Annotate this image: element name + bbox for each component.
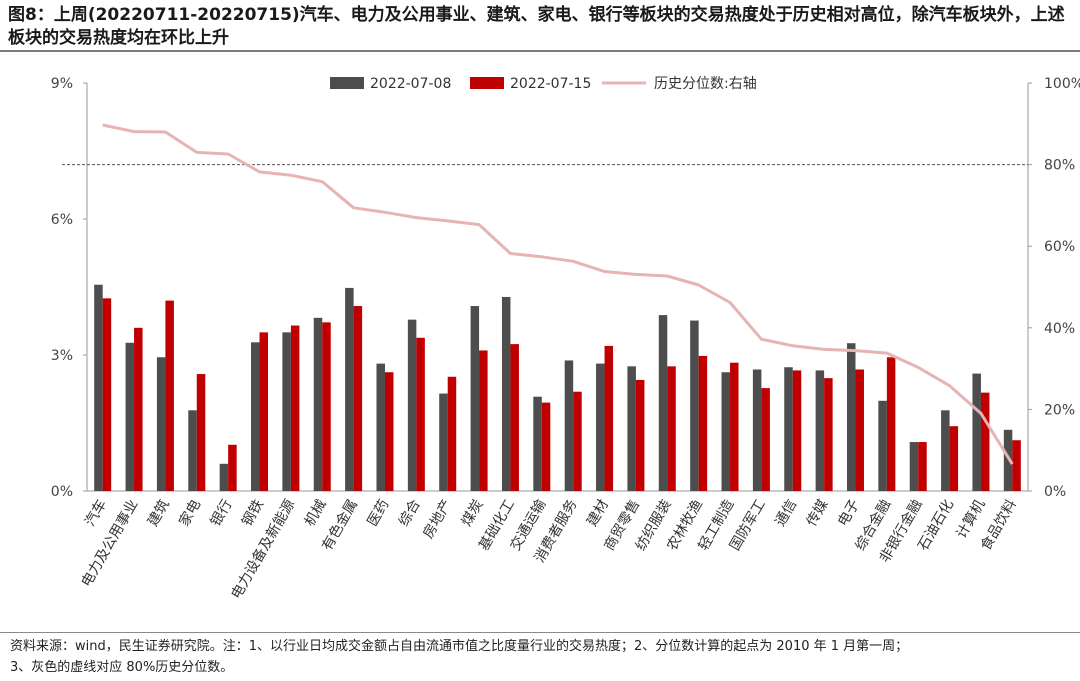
bar-2022-07-15 [447, 376, 457, 491]
footer-divider [0, 632, 1080, 633]
x-axis-category-label: 建筑 [145, 497, 173, 529]
bar-2022-07-08 [690, 320, 699, 491]
x-axis-category-label: 通信 [772, 497, 800, 529]
right-axis-tick-label: 0% [1044, 484, 1066, 500]
bar-2022-07-08 [752, 369, 762, 491]
bar-2022-07-15 [134, 327, 143, 491]
right-axis-tick-label: 60% [1044, 239, 1075, 255]
bar-2022-07-08 [439, 393, 448, 491]
bar-2022-07-15 [353, 306, 363, 491]
x-axis-category-label: 房地产 [420, 497, 455, 541]
source-note-line-1: 资料来源：wind，民生证券研究院。注：1、以行业日均成交金额占自由流通市值之比… [10, 639, 909, 654]
bar-2022-07-08 [282, 332, 291, 491]
bar-2022-07-15 [228, 444, 237, 491]
bar-2022-07-08 [188, 410, 197, 491]
bar-2022-07-15 [949, 426, 959, 491]
bar-2022-07-15 [290, 325, 300, 491]
right-axis-tick-label: 80% [1044, 158, 1075, 174]
bar-2022-07-15 [196, 374, 206, 491]
bar-2022-07-08 [313, 317, 323, 491]
legend-swatch [330, 77, 364, 89]
bar-2022-07-15 [604, 345, 614, 491]
bar-2022-07-08 [533, 396, 542, 491]
left-axis-tick-label: 9% [51, 76, 73, 92]
bar-2022-07-15 [792, 370, 802, 491]
source-note: 资料来源：wind，民生证券研究院。注：1、以行业日均成交金额占自由流通市值之比… [10, 636, 1075, 678]
bar-2022-07-08 [815, 370, 825, 491]
bar-2022-07-15 [1012, 440, 1021, 491]
bar-2022-07-08 [721, 372, 731, 491]
bar-2022-07-15 [824, 378, 833, 491]
bar-2022-07-15 [384, 372, 394, 491]
left-axis-tick-label: 6% [51, 212, 73, 228]
bar-2022-07-15 [259, 332, 269, 491]
x-axis-category-label: 传媒 [804, 497, 832, 529]
x-axis-category-label: 银行 [208, 497, 236, 529]
legend-swatch [470, 77, 504, 89]
right-axis-tick-label: 100% [1044, 76, 1080, 92]
x-axis-category-label: 钢铁 [239, 497, 267, 529]
x-axis-category-label: 电力设备及新能源 [228, 497, 299, 602]
bar-2022-07-15 [667, 366, 676, 491]
bar-2022-07-08 [909, 442, 919, 491]
bar-2022-07-08 [564, 360, 574, 491]
title-divider [0, 50, 1080, 52]
bar-2022-07-08 [972, 373, 981, 491]
bar-2022-07-08 [94, 284, 103, 491]
x-axis-category-label: 建材 [584, 497, 612, 529]
bar-2022-07-15 [510, 344, 519, 491]
bar-2022-07-08 [627, 366, 636, 491]
bar-2022-07-15 [165, 300, 174, 491]
bar-2022-07-08 [784, 367, 793, 491]
bar-2022-07-08 [251, 342, 260, 491]
bar-2022-07-08 [407, 319, 417, 491]
chart-title: 图8：上周(20220711-20220715)汽车、电力及公用事业、建筑、家电… [8, 5, 1065, 48]
x-axis-category-label: 电子 [835, 497, 863, 529]
bar-2022-07-08 [846, 343, 856, 491]
bar-2022-07-15 [416, 337, 425, 491]
x-axis-category-label: 汽车 [81, 497, 110, 530]
bar-2022-07-15 [918, 442, 927, 491]
source-note-line-2: 3、灰色的虚线对应 80%历史分位数。 [10, 660, 234, 675]
bar-2022-07-15 [573, 391, 582, 491]
x-axis-category-label: 医药 [365, 497, 393, 529]
right-axis-tick-label: 20% [1044, 402, 1075, 418]
bar-2022-07-15 [730, 362, 739, 491]
legend-label: 历史分位数:右轴 [654, 76, 757, 92]
bar-2022-07-15 [698, 355, 708, 491]
x-axis-category-label: 机械 [302, 497, 330, 529]
left-axis-tick-label: 3% [51, 348, 73, 364]
x-axis-category-label: 煤炭 [459, 497, 487, 529]
right-axis-tick-label: 40% [1044, 321, 1075, 337]
bar-2022-07-15 [102, 298, 112, 491]
bar-2022-07-08 [345, 287, 354, 491]
bar-line-chart: 0%3%6%9%0%20%40%60%80%100%汽车电力及公用事业建筑家电银… [51, 76, 1080, 602]
percentile-line [102, 123, 1014, 465]
bar-2022-07-08 [658, 315, 668, 491]
bar-2022-07-08 [219, 463, 229, 491]
bar-2022-07-08 [501, 296, 511, 491]
x-axis-category-label: 综合 [396, 497, 424, 529]
x-axis-category-label: 家电 [176, 497, 205, 530]
legend-label: 2022-07-15 [510, 76, 591, 92]
bar-2022-07-08 [376, 363, 385, 491]
bar-2022-07-15 [980, 392, 990, 491]
bar-2022-07-08 [470, 306, 480, 491]
bar-2022-07-08 [878, 400, 887, 491]
bar-2022-07-08 [156, 357, 166, 491]
bar-2022-07-15 [855, 369, 864, 491]
bar-2022-07-15 [886, 357, 896, 491]
bar-2022-07-08 [596, 363, 605, 491]
bar-2022-07-08 [125, 342, 135, 491]
legend-label: 2022-07-08 [370, 76, 451, 92]
bar-2022-07-08 [941, 410, 950, 491]
bar-2022-07-15 [761, 388, 770, 491]
bar-2022-07-15 [635, 379, 645, 491]
bar-2022-07-08 [1003, 429, 1013, 491]
bar-2022-07-15 [541, 402, 551, 491]
left-axis-tick-label: 0% [51, 484, 73, 500]
bar-2022-07-15 [479, 350, 488, 491]
bar-2022-07-15 [322, 322, 331, 491]
